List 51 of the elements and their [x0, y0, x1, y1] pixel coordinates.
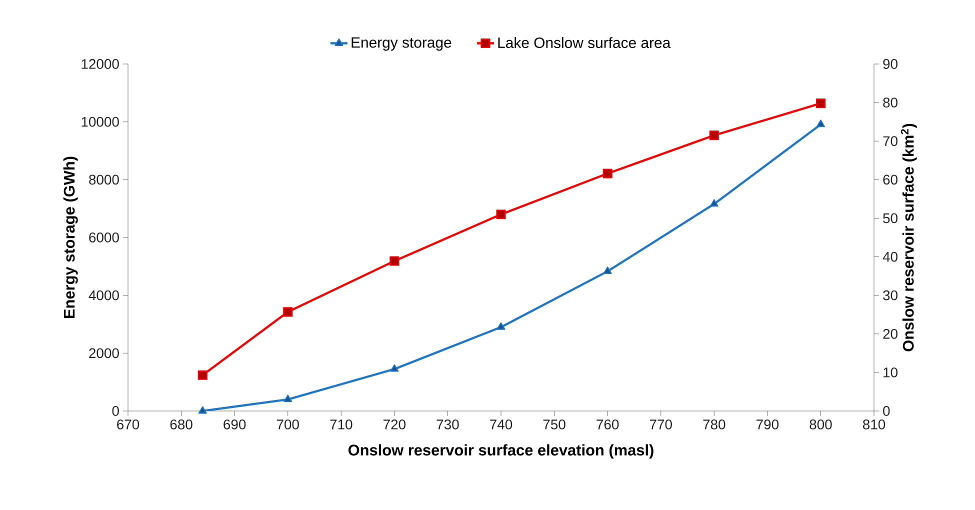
x-tick-label: 670 — [117, 420, 140, 430]
point — [496, 322, 506, 330]
x-tick-label: 680 — [170, 420, 192, 430]
point — [603, 266, 612, 274]
point — [602, 168, 612, 178]
y-tick-label: 10000 — [82, 116, 119, 127]
y2-tick-label: 40 — [882, 252, 898, 262]
y2-tick-label: 70 — [883, 136, 898, 146]
x-tick-label: 810 — [862, 420, 886, 430]
point — [816, 120, 825, 128]
x-tick-label: 780 — [703, 420, 726, 430]
legend-label: Energy storage — [352, 37, 452, 51]
y2-axis-title: Onslow reservoir surface (km$^{2}$) — [900, 124, 917, 352]
x-tick-label: 750 — [543, 420, 566, 430]
y2-tick-label: 30 — [883, 290, 898, 300]
x-tick-label: 790 — [756, 420, 779, 430]
y2-tick-label: 90 — [883, 59, 898, 69]
y2-tick-label: 50 — [883, 213, 898, 224]
x-tick-label: 700 — [276, 420, 299, 430]
x-tick-label: 770 — [650, 420, 672, 430]
x-tick-label: 730 — [436, 420, 459, 430]
y2-tick-label: 80 — [883, 98, 898, 108]
y-tick-label: 2000 — [89, 348, 119, 358]
point — [496, 210, 506, 220]
y2-tick-label: 60 — [883, 174, 898, 185]
x-tick-label: 690 — [224, 420, 246, 430]
legend-label: Lake Onslow surface area — [498, 37, 671, 48]
point — [390, 256, 400, 266]
y-tick-label: 6000 — [89, 232, 119, 242]
point — [390, 364, 399, 372]
x-tick-label: 740 — [490, 420, 512, 430]
point — [709, 130, 719, 140]
y-axis-title: Energy storage (GWh) — [63, 156, 78, 318]
y2-tick-label: 0 — [883, 406, 890, 416]
x-tick-label: 760 — [596, 420, 619, 430]
x-axis-title: Onslow reservoir surface elevation (masl) — [348, 444, 654, 459]
point — [710, 199, 718, 207]
point — [816, 98, 826, 108]
x-tick-label: 720 — [384, 420, 406, 430]
point — [198, 370, 208, 380]
point — [198, 406, 207, 414]
y2-tick-label: 20 — [883, 328, 898, 339]
y-tick-label: 12000 — [82, 59, 119, 69]
point — [284, 394, 292, 402]
y-tick-label: 4000 — [88, 290, 119, 300]
x-tick-label: 800 — [810, 420, 832, 430]
x-tick-label: 710 — [330, 420, 352, 430]
point — [283, 307, 293, 317]
y-tick-label: 0 — [112, 406, 119, 416]
y2-tick-label: 10 — [884, 367, 898, 378]
y-tick-label: 8000 — [89, 174, 119, 185]
